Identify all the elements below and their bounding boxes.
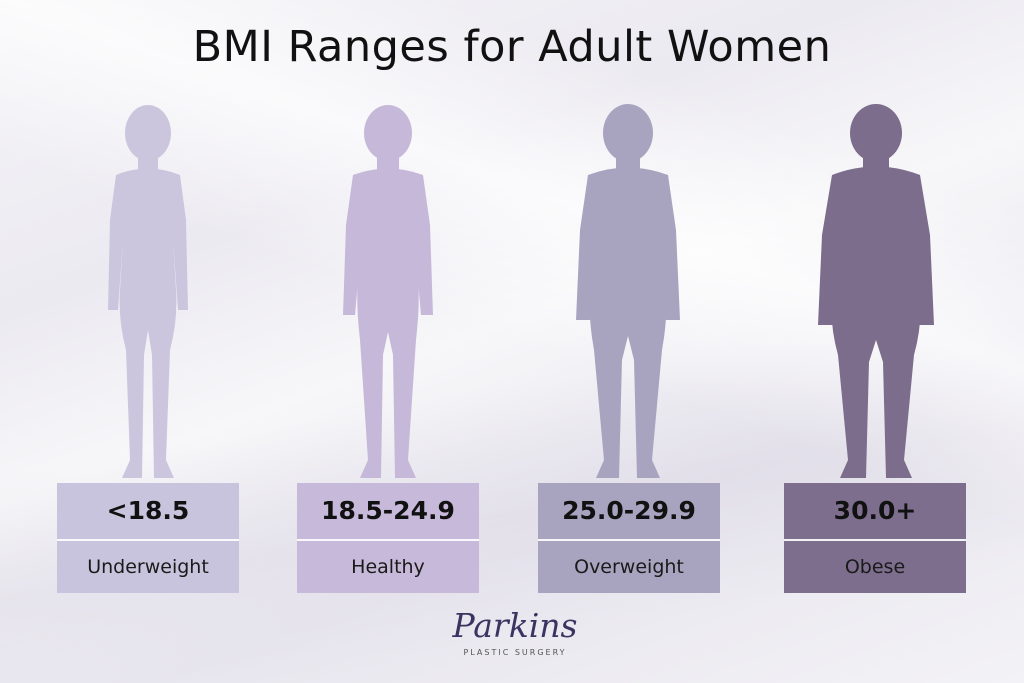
woman-silhouette-icon (343, 105, 433, 478)
bmi-category-label: Obese (844, 556, 906, 578)
divider (784, 539, 966, 541)
silhouette-underweight (58, 100, 238, 485)
woman-silhouette-icon (818, 104, 934, 478)
bmi-range: 30.0+ (833, 496, 917, 525)
bmi-card-overweight: 25.0-29.9 Overweight (538, 483, 720, 593)
bmi-category-label: Overweight (574, 556, 684, 578)
divider (297, 539, 479, 541)
logo-script: Parkins (452, 606, 578, 645)
bmi-card-obese: 30.0+ Obese (784, 483, 966, 593)
bmi-range: <18.5 (106, 496, 190, 525)
silhouette-obese (786, 100, 966, 485)
divider (538, 539, 720, 541)
brand-logo: Parkins PLASTIC SURGERY (440, 604, 590, 680)
silhouette-healthy (298, 100, 478, 485)
bmi-category-label: Healthy (351, 556, 425, 578)
bmi-category-label: Underweight (87, 556, 209, 578)
woman-silhouette-icon (576, 104, 680, 478)
page-title: BMI Ranges for Adult Women (192, 22, 832, 72)
bmi-range: 25.0-29.9 (562, 496, 696, 525)
divider (57, 539, 239, 541)
bmi-card-healthy: 18.5-24.9 Healthy (297, 483, 479, 593)
logo-subtitle: PLASTIC SURGERY (463, 648, 567, 657)
silhouette-overweight (538, 100, 718, 485)
bmi-card-underweight: <18.5 Underweight (57, 483, 239, 593)
woman-silhouette-icon (108, 105, 188, 478)
bmi-range: 18.5-24.9 (321, 496, 455, 525)
